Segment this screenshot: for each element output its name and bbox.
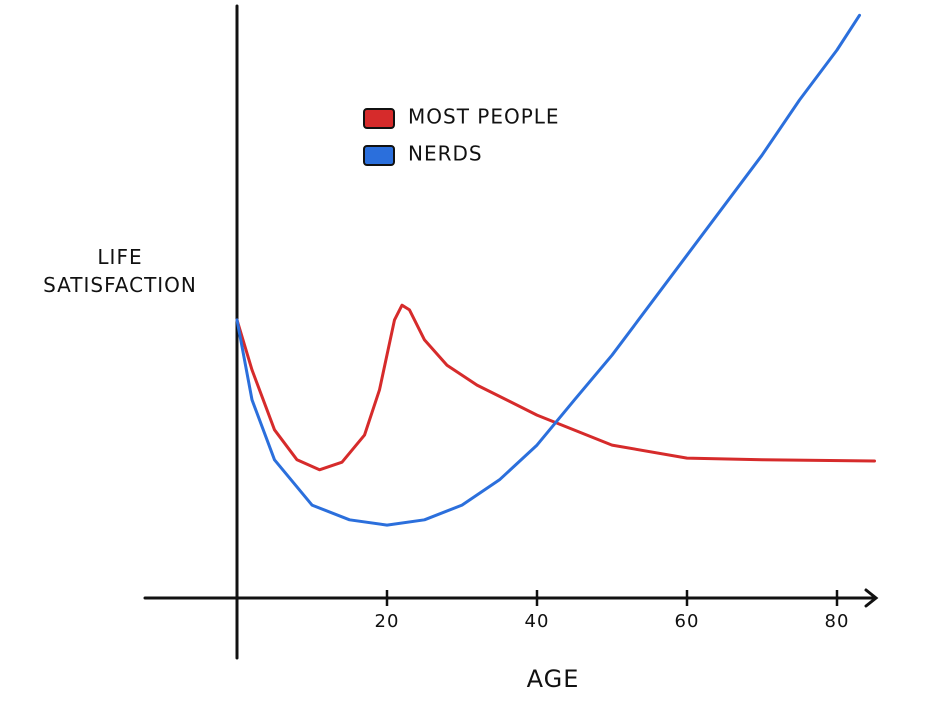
legend-label: MOST PEOPLE (408, 105, 560, 129)
x-tick-label: 80 (825, 611, 850, 632)
legend-label: NERDS (408, 142, 483, 166)
x-tick-label: 60 (675, 611, 700, 632)
x-axis-arrow (864, 588, 879, 608)
legend-swatch (363, 145, 395, 166)
y-axis-label: LIFE SATISFACTION (43, 245, 197, 297)
legend-swatch (363, 108, 395, 129)
x-tick-label: 20 (375, 611, 400, 632)
series-line (235, 13, 861, 527)
x-axis-label: AGE (527, 665, 580, 693)
x-tick-label: 40 (525, 611, 550, 632)
series-line (235, 303, 876, 472)
